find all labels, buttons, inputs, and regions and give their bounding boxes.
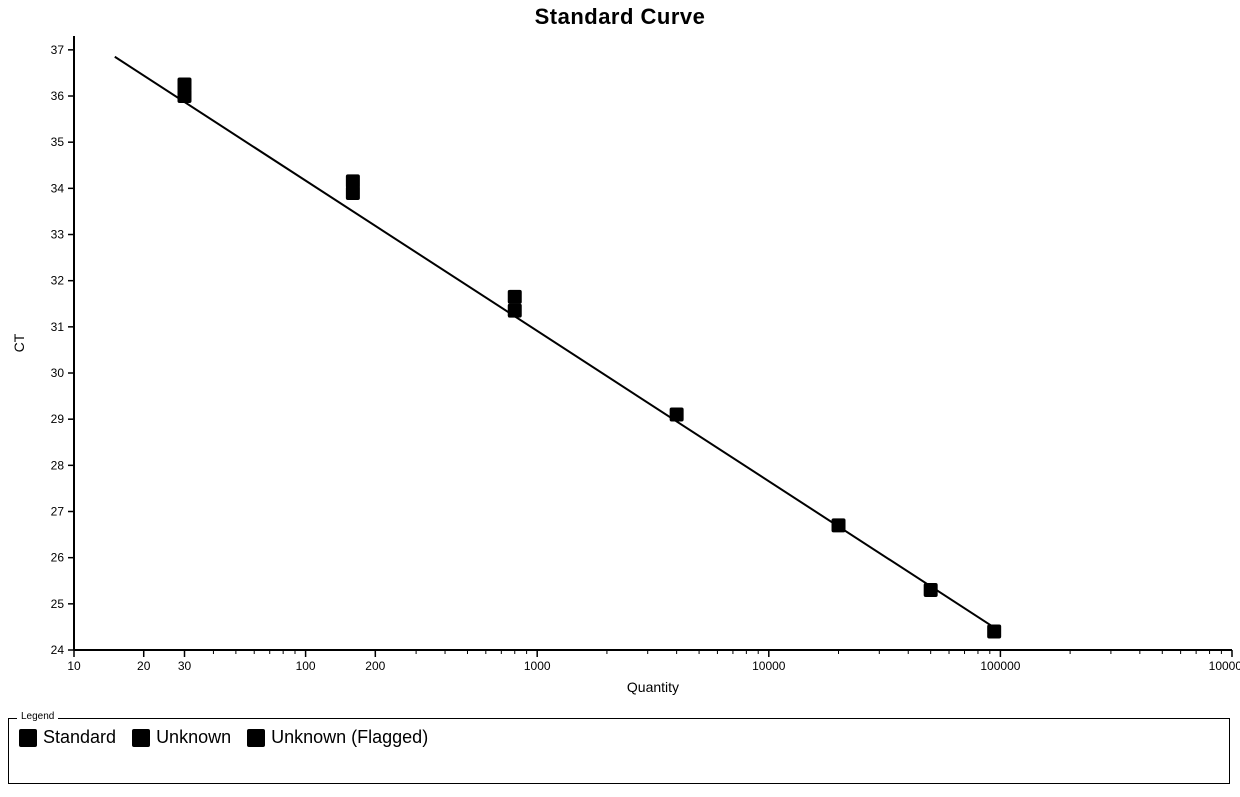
legend-swatch: [19, 729, 37, 747]
data-point: [832, 518, 846, 532]
y-tick-label: 24: [51, 643, 65, 657]
legend-box: Legend StandardUnknownUnknown (Flagged): [8, 718, 1230, 784]
x-tick-label: 10000: [752, 659, 786, 673]
x-tick-label: 100: [296, 659, 316, 673]
data-point: [924, 583, 938, 597]
legend-items: Standard Unknown Unknown (Flagged): [9, 719, 1229, 748]
y-tick-label: 37: [51, 43, 65, 57]
y-tick-label: 27: [51, 505, 65, 519]
x-tick-label: 1000000: [1209, 659, 1240, 673]
data-point: [670, 408, 684, 422]
y-tick-label: 30: [51, 366, 65, 380]
y-tick-label: 28: [51, 458, 65, 472]
data-point: [346, 174, 360, 188]
legend-title: Legend: [17, 711, 58, 722]
x-tick-label: 30: [178, 659, 192, 673]
y-tick-label: 26: [51, 551, 65, 565]
legend-item-label: Standard: [43, 727, 116, 748]
x-tick-label: 20: [137, 659, 151, 673]
y-tick-label: 25: [51, 597, 65, 611]
legend-item-label: Unknown (Flagged): [271, 727, 428, 748]
y-tick-label: 35: [51, 135, 65, 149]
legend-swatch: [247, 729, 265, 747]
data-point: [508, 290, 522, 304]
y-tick-label: 33: [51, 228, 65, 242]
regression-line: [115, 57, 1001, 632]
x-axis-label: Quantity: [627, 679, 679, 695]
legend-swatch: [132, 729, 150, 747]
chart-title: Standard Curve: [0, 4, 1240, 30]
legend-item: Standard: [19, 727, 116, 748]
data-point: [508, 304, 522, 318]
y-tick-label: 32: [51, 274, 65, 288]
y-tick-label: 29: [51, 412, 65, 426]
x-tick-label: 200: [365, 659, 385, 673]
x-tick-label: 1000: [524, 659, 551, 673]
legend-item: Unknown (Flagged): [247, 727, 428, 748]
y-tick-label: 31: [51, 320, 65, 334]
x-tick-label: 10: [67, 659, 81, 673]
data-point: [987, 625, 1001, 639]
data-point: [178, 77, 192, 91]
legend-item-label: Unknown: [156, 727, 231, 748]
legend-item: Unknown: [132, 727, 231, 748]
x-tick-label: 100000: [980, 659, 1020, 673]
y-axis-label: CT: [11, 333, 27, 352]
y-tick-label: 36: [51, 89, 65, 103]
y-tick-label: 34: [51, 181, 65, 195]
chart-area: 24 25 26 27 28 29 30 31 32 33 34 35 36 37 10 20 30 100 200…: [0, 30, 1240, 715]
